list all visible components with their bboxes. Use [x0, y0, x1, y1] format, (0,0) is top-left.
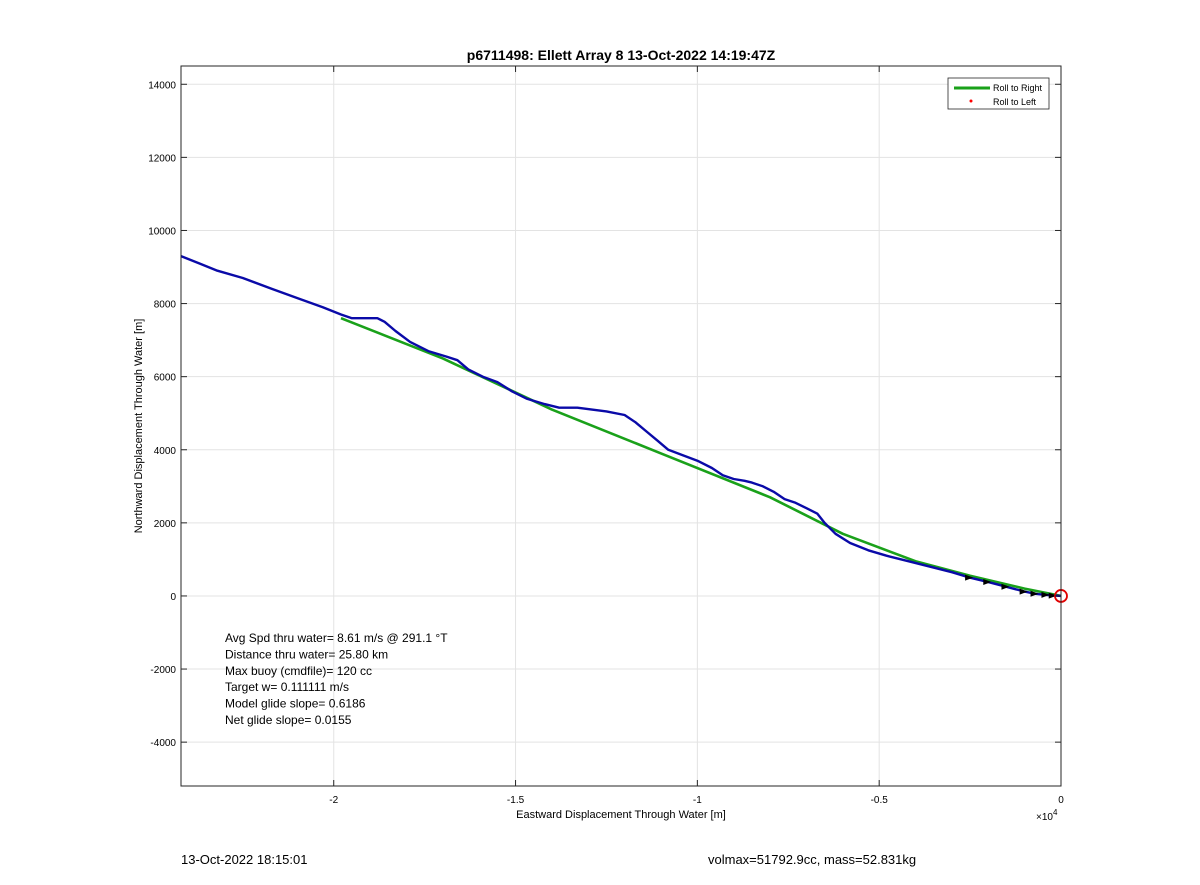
- legend-marker-roll-left: [969, 99, 973, 103]
- series-line-track: [180, 254, 1062, 598]
- annotation-line: Max buoy (cmdfile)= 120 cc: [225, 664, 372, 678]
- chart-title: p6711498: Ellett Array 8 13-Oct-2022 14:…: [467, 47, 776, 63]
- legend-label-roll-right: Roll to Right: [993, 83, 1043, 93]
- x-multiplier-base: ×10: [1036, 812, 1053, 823]
- y-tick-label: 14000: [148, 80, 176, 91]
- plot-frame: [180, 65, 1062, 787]
- series-line-roll-to-right: [340, 316, 1062, 598]
- axis-ticks: -2 -1.5 -1 -0.5 0 -4000 -2000 0 2000 4000 6000 8000…: [148, 66, 1064, 806]
- x-tick-label: 0: [1058, 795, 1064, 806]
- x-axis-label: Eastward Displacement Through Water [m]: [516, 809, 726, 821]
- legend-label-roll-left: Roll to Left: [993, 97, 1037, 107]
- heading-arrow-marker: [1019, 588, 1028, 595]
- annotation-line: Net glide slope= 0.0155: [225, 713, 352, 727]
- x-tick-label: -0.5: [871, 795, 889, 806]
- plot-area: [181, 66, 1061, 786]
- legend-box: [947, 77, 1050, 110]
- y-tick-label: 10000: [148, 226, 176, 237]
- x-tick-label: -2: [329, 795, 338, 806]
- y-tick-label: 8000: [154, 300, 177, 311]
- y-axis-label: Northward Displacement Through Water [m]: [133, 319, 145, 534]
- y-tick-label: 4000: [154, 446, 177, 457]
- heading-arrow-marker: [1041, 591, 1050, 598]
- heading-arrow-marker: [983, 579, 992, 586]
- annotation-line: Distance thru water= 25.80 km: [225, 647, 388, 661]
- x-tick-label: -1.5: [507, 795, 525, 806]
- legend: Roll to Right Roll to Left: [947, 77, 1050, 110]
- heading-arrow-marker: [965, 574, 974, 581]
- series-layer: [180, 254, 1068, 603]
- x-tick-label: -1: [693, 795, 702, 806]
- annotation-line: Target w= 0.111111 m/s: [225, 680, 349, 694]
- y-tick-label: 2000: [154, 519, 177, 530]
- footer-vehicle-params: volmax=51792.9cc, mass=52.831kg: [708, 852, 917, 867]
- annotation-line: Avg Spd thru water= 8.61 m/s @ 291.1 °T: [225, 631, 448, 645]
- x-multiplier-exponent: 4: [1053, 808, 1058, 817]
- annotation-line: Model glide slope= 0.6186: [225, 697, 366, 711]
- heading-arrow-marker: [1048, 592, 1057, 599]
- heading-arrow-marker: [1030, 590, 1039, 597]
- x-multiplier: ×104: [1036, 808, 1058, 823]
- y-tick-label: 0: [170, 592, 176, 603]
- y-tick-label: 12000: [148, 153, 176, 164]
- footer-timestamp: 13-Oct-2022 18:15:01: [181, 852, 308, 867]
- y-tick-label: -2000: [150, 665, 176, 676]
- y-tick-label: -4000: [150, 738, 176, 749]
- annotations: Avg Spd thru water= 8.61 m/s @ 291.1 °T D…: [225, 631, 448, 727]
- y-tick-label: 6000: [154, 373, 177, 384]
- heading-arrow-marker: [1001, 583, 1010, 590]
